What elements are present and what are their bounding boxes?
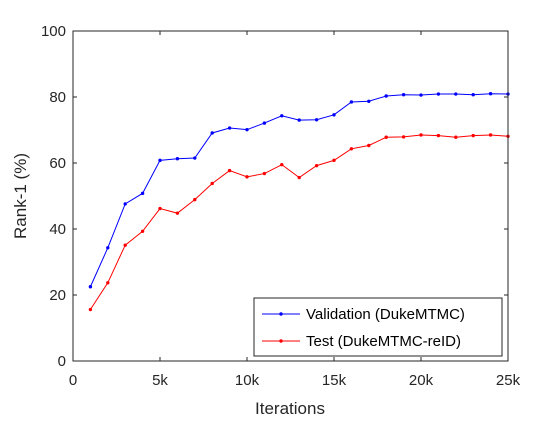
data-point-s2-22 [454, 135, 458, 139]
data-point-s2-18 [384, 135, 388, 139]
data-point-s2-4 [140, 229, 145, 234]
data-point-s2-17 [367, 143, 371, 148]
data-point-s1-18 [384, 94, 388, 98]
data-point-s1-24 [488, 92, 493, 96]
data-point-s2-10 [245, 175, 249, 179]
data-point-s1-23 [471, 92, 475, 97]
data-point-s2-9 [227, 168, 232, 173]
data-point-s2-15 [332, 158, 336, 163]
data-point-s2-1 [88, 307, 93, 312]
data-point-s1-4 [140, 191, 145, 196]
data-point-s1-8 [210, 131, 214, 135]
data-point-s2-23 [471, 133, 475, 138]
x-axis-title: Iterations [255, 399, 325, 418]
data-point-s2-16 [349, 147, 354, 151]
y-tick-label-1: 0 [58, 353, 66, 370]
axes-box [72, 30, 509, 362]
y-tick-label-2: 20 [49, 287, 66, 304]
data-point-s1-1 [88, 285, 93, 289]
data-point-s2-21 [436, 133, 441, 138]
y-axis-title: Rank-1 (%) [11, 153, 30, 239]
data-point-s2-20 [419, 133, 423, 137]
data-point-s1-19 [401, 92, 406, 97]
axes-layer [72, 30, 509, 362]
legend-label-1: Validation (DukeMTMC) [306, 306, 465, 323]
data-point-s1-22 [454, 92, 458, 96]
data-point-s1-2 [106, 246, 110, 250]
data-point-s2-2 [106, 281, 110, 285]
ticks-layer: 0 5k 10k 15k 20k 25k 0 20 40 60 80 100 [41, 23, 521, 389]
x-tick-label-2: 5k [152, 372, 168, 389]
data-point-s1-21 [436, 92, 441, 96]
data-point-s2-11 [262, 171, 267, 176]
data-point-s1-10 [245, 127, 249, 132]
data-point-s1-16 [349, 100, 354, 104]
legend-box [253, 297, 503, 357]
data-point-s1-11 [262, 121, 267, 125]
data-point-s1-17 [367, 99, 371, 103]
x-tick-label-5: 20k [409, 372, 434, 389]
y-tick-label-3: 40 [49, 221, 66, 238]
data-point-s1-9 [227, 126, 232, 130]
data-point-s1-3 [123, 202, 127, 206]
series-layer [88, 92, 510, 312]
data-point-s1-15 [332, 113, 336, 117]
data-point-s2-7 [193, 197, 197, 202]
data-point-s2-6 [175, 211, 180, 215]
x-tick-label-4: 15k [322, 372, 347, 389]
data-point-s1-5 [158, 158, 162, 163]
data-point-s2-13 [297, 175, 301, 180]
legend-marker-1 [279, 312, 283, 316]
legend-marker-2 [279, 339, 283, 343]
data-point-s2-12 [280, 162, 284, 167]
data-point-s1-13 [297, 118, 301, 122]
legend: Validation (DukeMTMC) Test (DukeMTMC-reID… [253, 297, 503, 357]
data-point-s2-3 [123, 243, 127, 247]
y-tick-label-4: 60 [49, 155, 66, 172]
y-tick-label-6: 100 [41, 23, 66, 40]
data-point-s1-20 [419, 93, 423, 97]
y-tick-label-5: 80 [49, 89, 66, 106]
data-point-s2-19 [401, 135, 406, 139]
data-point-s1-14 [314, 118, 319, 122]
x-tick-label-1: 0 [69, 372, 77, 389]
x-tick-label-3: 10k [235, 372, 260, 389]
legend-label-2: Test (DukeMTMC-reID) [306, 333, 461, 350]
data-point-s1-7 [193, 156, 197, 160]
data-point-s1-12 [280, 114, 284, 118]
data-point-s2-14 [314, 163, 319, 168]
data-point-s2-8 [210, 181, 214, 186]
x-tick-label-6: 25k [496, 372, 521, 389]
data-point-s2-5 [158, 206, 162, 211]
data-point-s1-6 [175, 157, 180, 161]
data-point-s2-24 [488, 133, 493, 137]
